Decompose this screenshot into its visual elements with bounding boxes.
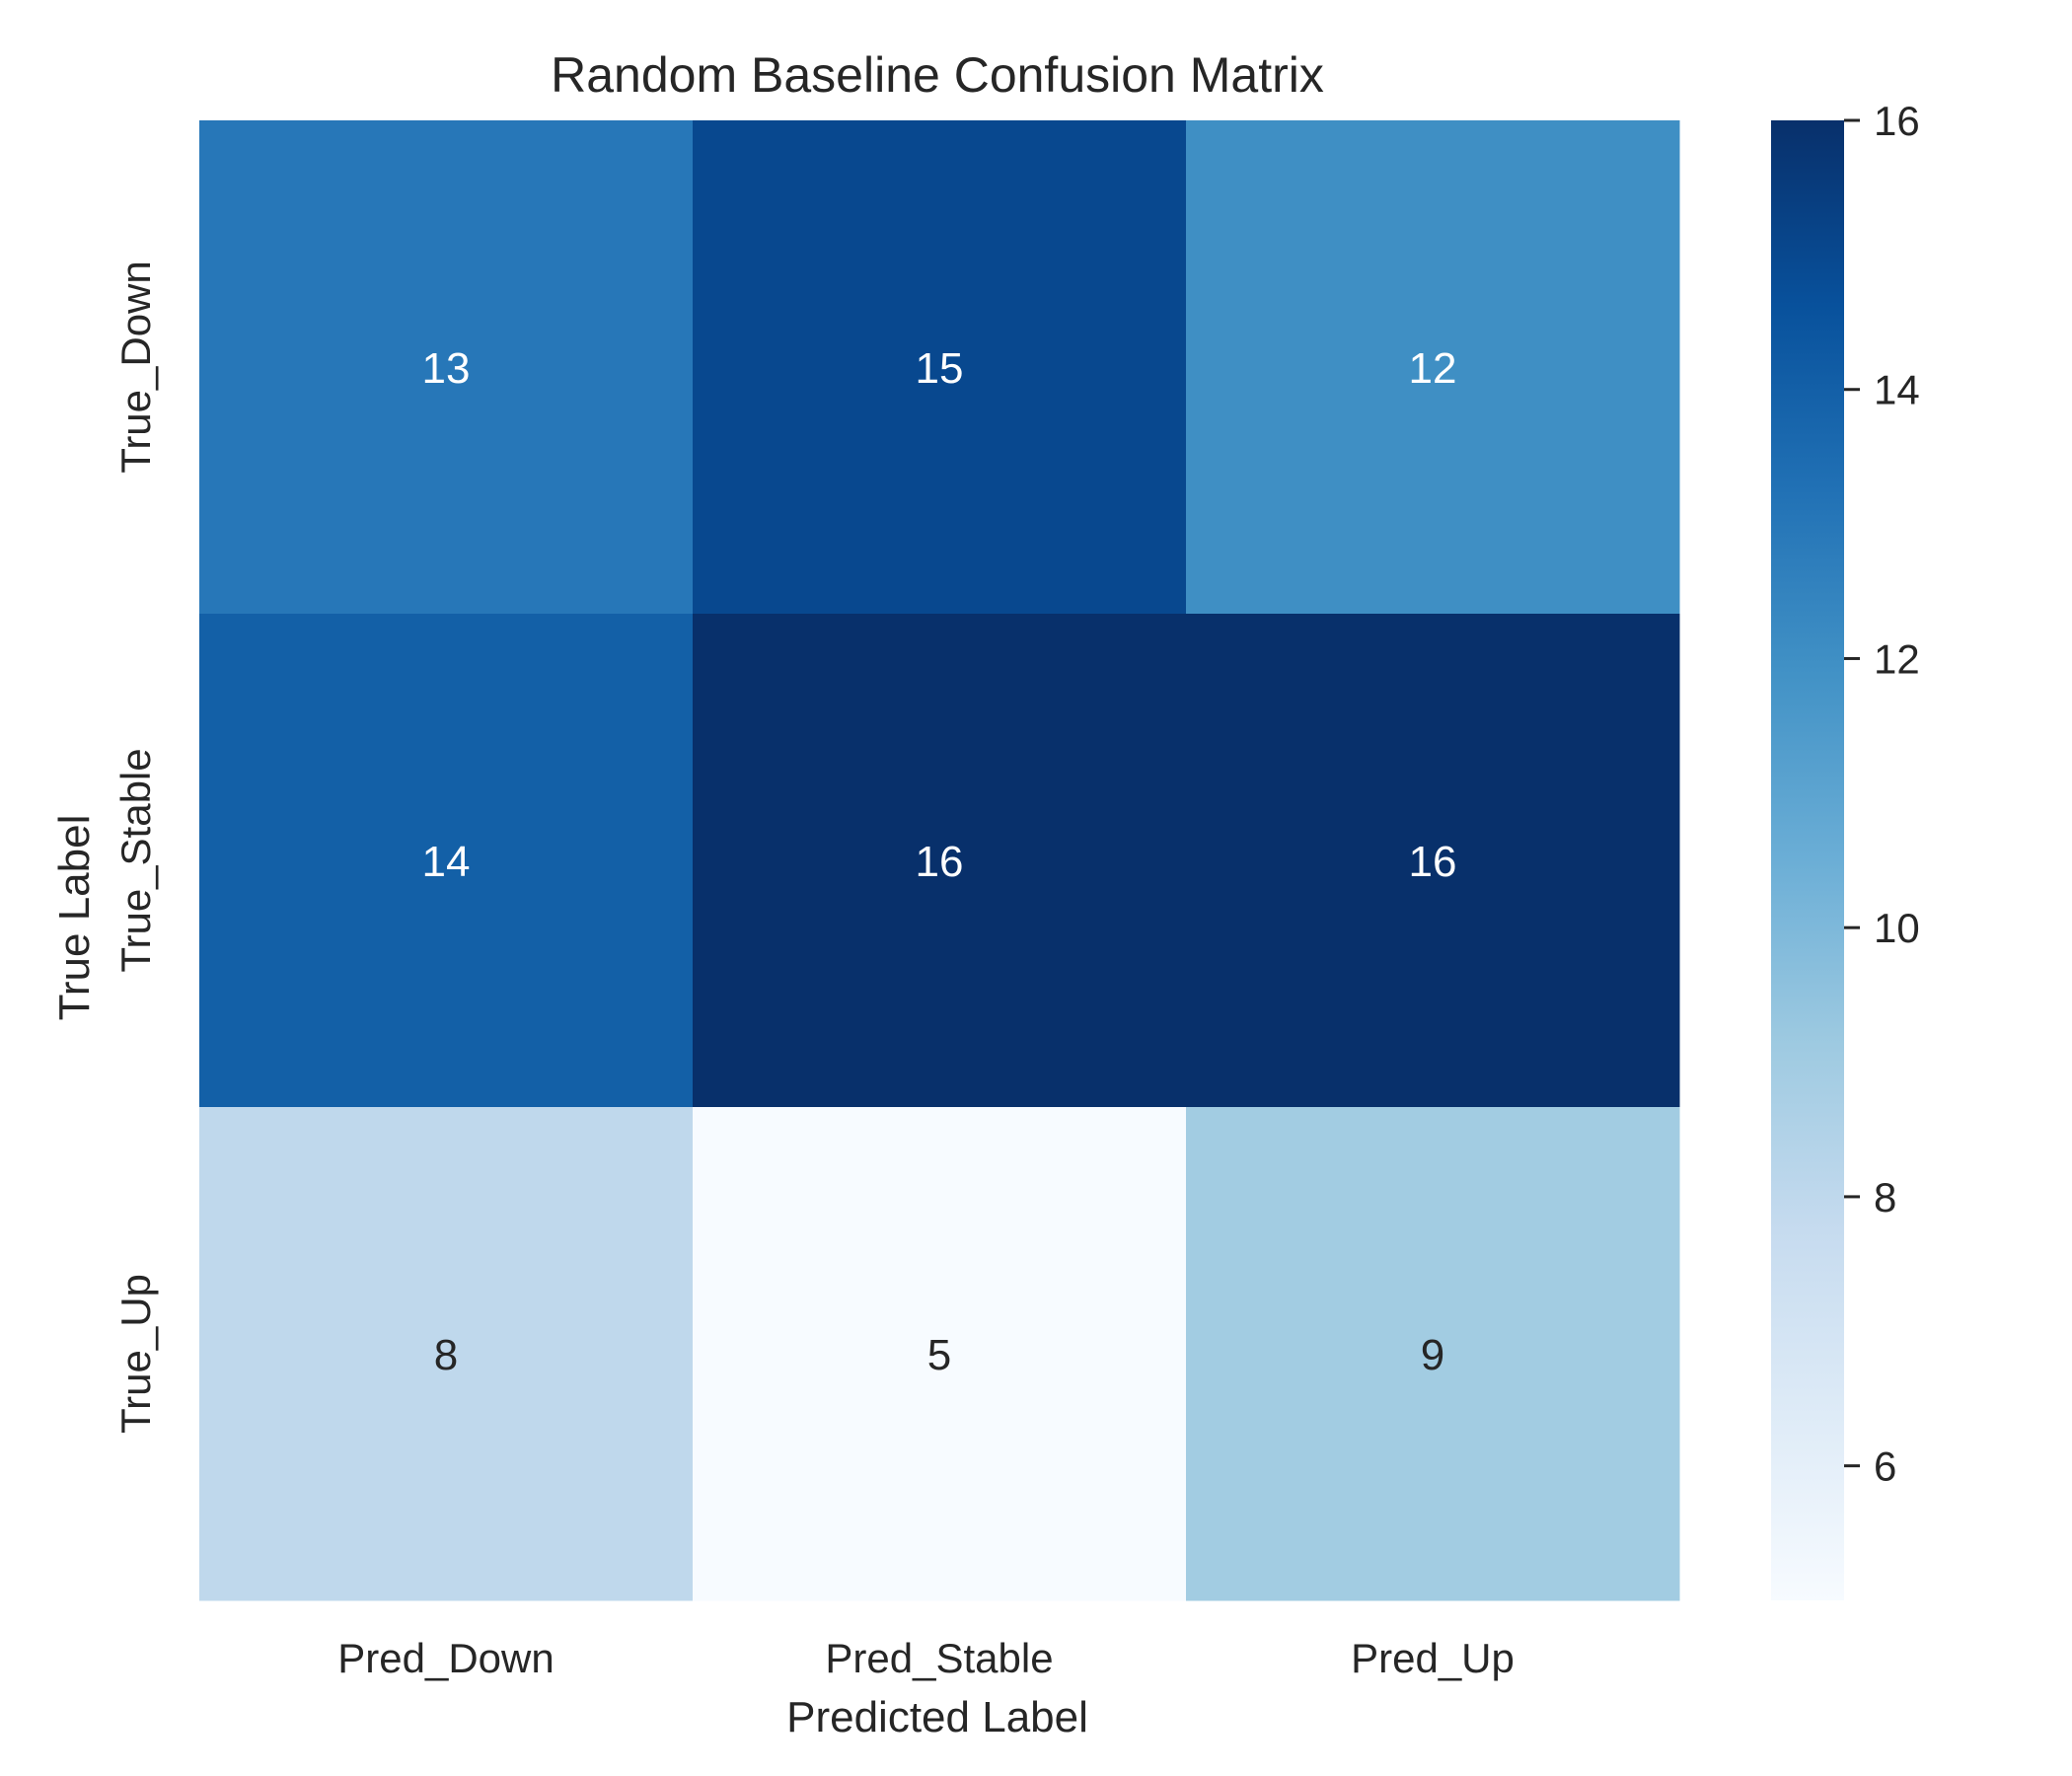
- colorbar-ticks: 6 8 10 12 14 16: [1844, 98, 1920, 1490]
- colorbar-tick-label: 14: [1874, 367, 1920, 413]
- cell-value-label: 16: [916, 838, 964, 886]
- heatmap-cell: [1186, 1107, 1680, 1601]
- colorbar-tick-label: 12: [1874, 635, 1920, 682]
- chart-title: Random Baseline Confusion Matrix: [551, 47, 1324, 103]
- heatmap-cell: [693, 120, 1187, 615]
- y-tick-label: True_Up: [112, 1274, 159, 1434]
- heatmap-cell: [1186, 614, 1680, 1108]
- heatmap-cells: [199, 120, 1680, 1601]
- x-tick-label: Pred_Stable: [825, 1635, 1053, 1681]
- heatmap-cell: [693, 614, 1187, 1108]
- y-tick-labels: True_Down True_Stable True_Up: [112, 260, 159, 1434]
- cell-value-label: 5: [927, 1331, 951, 1379]
- y-tick-label: True_Down: [112, 260, 159, 474]
- x-tick-label: Pred_Up: [1351, 1635, 1515, 1681]
- cell-value-label: 12: [1409, 344, 1457, 393]
- cell-value-label: 15: [916, 344, 964, 393]
- cell-value-label: 13: [422, 344, 471, 393]
- x-axis-label: Predicted Label: [786, 1693, 1088, 1741]
- cell-value-label: 14: [422, 838, 471, 886]
- cell-value-label: 8: [434, 1331, 458, 1379]
- heatmap-cell: [199, 1107, 694, 1601]
- x-tick-labels: Pred_Down Pred_Stable Pred_Up: [337, 1635, 1515, 1681]
- heatmap-cell: [1186, 120, 1680, 615]
- y-axis-label: True Label: [50, 815, 99, 1021]
- colorbar-tick-label: 10: [1874, 905, 1920, 951]
- colorbar: [1771, 120, 1844, 1600]
- heatmap-cell: [199, 120, 694, 615]
- cell-annotations: 13 15 12 14 16 16 8 5 9: [422, 344, 1457, 1379]
- x-tick-label: Pred_Down: [337, 1635, 554, 1681]
- colorbar-tick-label: 16: [1874, 98, 1920, 144]
- colorbar-tick-label: 6: [1874, 1443, 1896, 1490]
- cell-value-label: 9: [1421, 1331, 1444, 1379]
- colorbar-tick-label: 8: [1874, 1174, 1896, 1221]
- cell-value-label: 16: [1409, 838, 1457, 886]
- y-tick-label: True_Stable: [112, 748, 159, 972]
- heatmap-cell: [199, 614, 694, 1108]
- heatmap-cell: [693, 1107, 1187, 1601]
